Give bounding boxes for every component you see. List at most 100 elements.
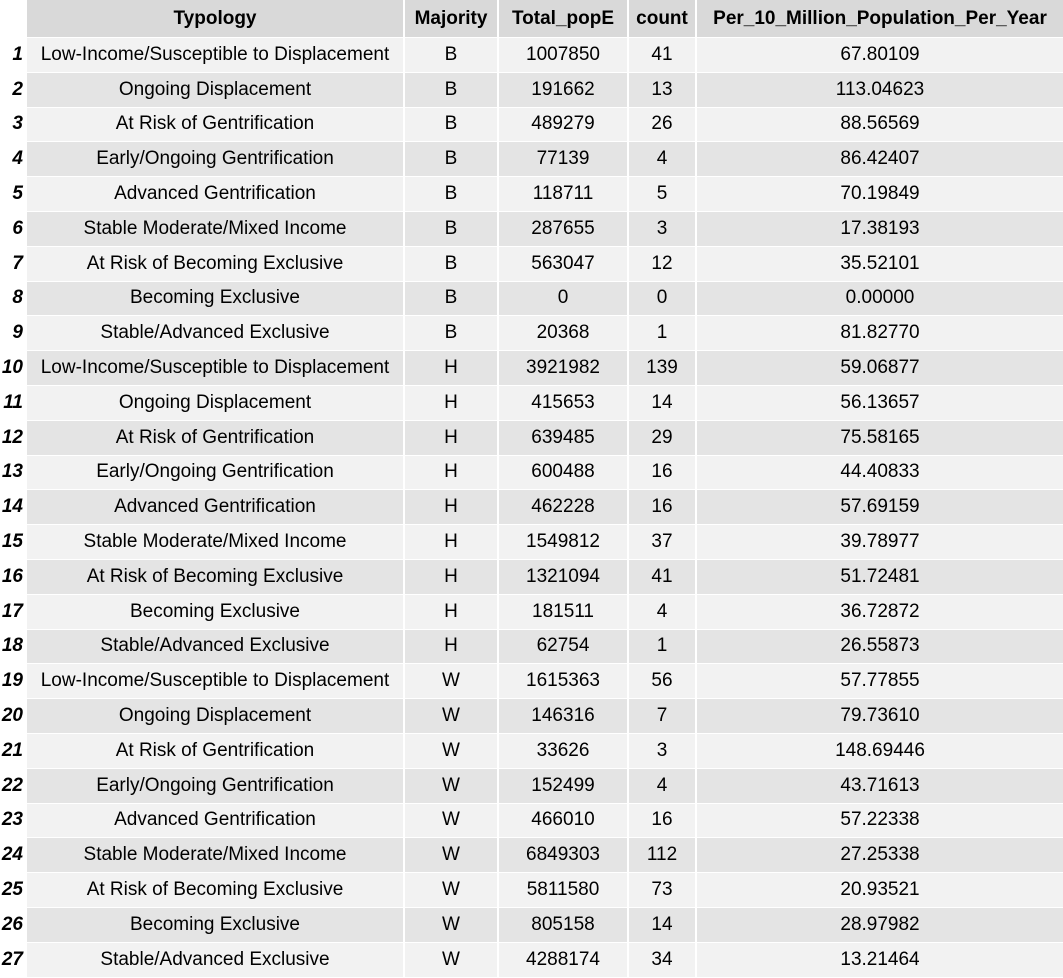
cell-typology: Becoming Exclusive: [27, 907, 405, 943]
cell-typology: Early/Ongoing Gentrification: [27, 142, 405, 178]
cell-per-10-million: 0.00000: [697, 281, 1063, 317]
cell-count: 29: [629, 420, 697, 456]
row-index: 10: [0, 351, 27, 386]
cell-typology: At Risk of Gentrification: [27, 420, 405, 456]
cell-typology: At Risk of Becoming Exclusive: [27, 559, 405, 595]
cell-total-pope: 118711: [499, 177, 629, 212]
cell-majority: B: [405, 316, 499, 352]
cell-per-10-million: 51.72481: [697, 559, 1063, 595]
table-row: 7 At Risk of Becoming Exclusive B 563047 12 3…: [0, 246, 1063, 282]
cell-majority: H: [405, 385, 499, 421]
row-index: 16: [0, 559, 27, 595]
cell-count: 1: [629, 316, 697, 352]
table-row: 25 At Risk of Becoming Exclusive W 5811580 7…: [0, 873, 1063, 908]
cell-total-pope: 287655: [499, 211, 629, 247]
cell-typology: Low-Income/Susceptible to Displacement: [27, 664, 405, 700]
table-header: Typology Majority Total_popE count Per_1…: [0, 0, 1063, 38]
cell-majority: H: [405, 351, 499, 386]
cell-typology: At Risk of Gentrification: [27, 733, 405, 769]
cell-majority: W: [405, 803, 499, 839]
cell-typology: Becoming Exclusive: [27, 594, 405, 630]
cell-typology: Early/Ongoing Gentrification: [27, 768, 405, 804]
cell-total-pope: 639485: [499, 420, 629, 456]
cell-majority: W: [405, 942, 499, 978]
cell-total-pope: 181511: [499, 594, 629, 630]
cell-count: 56: [629, 664, 697, 700]
cell-typology: Low-Income/Susceptible to Displacement: [27, 351, 405, 386]
table-row: 8 Becoming Exclusive B 0 0 0.00000: [0, 281, 1063, 317]
cell-total-pope: 3921982: [499, 351, 629, 386]
table-row: 5 Advanced Gentrification B 118711 5 70.19849: [0, 177, 1063, 212]
header-total-pope: Total_popE: [499, 0, 629, 38]
cell-count: 26: [629, 107, 697, 143]
cell-count: 34: [629, 942, 697, 978]
cell-majority: W: [405, 838, 499, 874]
cell-count: 16: [629, 455, 697, 491]
header-typology: Typology: [27, 0, 405, 38]
row-index: 7: [0, 246, 27, 282]
cell-typology: Advanced Gentrification: [27, 803, 405, 839]
table-row: 2 Ongoing Displacement B 191662 13 113.04623: [0, 72, 1063, 108]
cell-per-10-million: 88.56569: [697, 107, 1063, 143]
cell-per-10-million: 57.22338: [697, 803, 1063, 839]
cell-count: 3: [629, 733, 697, 769]
table-row: 6 Stable Moderate/Mixed Income B 287655 3 17.…: [0, 211, 1063, 247]
header-majority: Majority: [405, 0, 499, 38]
cell-majority: H: [405, 629, 499, 665]
table-row: 18 Stable/Advanced Exclusive H 62754 1 26.558…: [0, 629, 1063, 665]
cell-per-10-million: 75.58165: [697, 420, 1063, 456]
cell-per-10-million: 56.13657: [697, 385, 1063, 421]
cell-count: 12: [629, 246, 697, 282]
cell-count: 4: [629, 768, 697, 804]
row-index: 24: [0, 838, 27, 874]
cell-majority: B: [405, 142, 499, 178]
cell-typology: Ongoing Displacement: [27, 699, 405, 734]
cell-typology: Low-Income/Susceptible to Displacement: [27, 38, 405, 73]
cell-count: 14: [629, 385, 697, 421]
cell-per-10-million: 57.69159: [697, 490, 1063, 526]
cell-per-10-million: 79.73610: [697, 699, 1063, 734]
table-row: 10 Low-Income/Susceptible to Displacement…: [0, 351, 1063, 386]
table-row: 22 Early/Ongoing Gentrification W 152499 4 43…: [0, 768, 1063, 804]
row-index: 1: [0, 38, 27, 73]
header-per-10-million: Per_10_Million_Population_Per_Year: [697, 0, 1063, 38]
cell-typology: Early/Ongoing Gentrification: [27, 455, 405, 491]
cell-count: 139: [629, 351, 697, 386]
cell-majority: W: [405, 699, 499, 734]
cell-count: 41: [629, 559, 697, 595]
cell-count: 4: [629, 142, 697, 178]
table-row: 1 Low-Income/Susceptible to Displacement B…: [0, 38, 1063, 73]
cell-majority: W: [405, 664, 499, 700]
cell-per-10-million: 113.04623: [697, 72, 1063, 108]
cell-total-pope: 0: [499, 281, 629, 317]
table-row: 21 At Risk of Gentrification W 33626 3 148.69…: [0, 733, 1063, 769]
table-row: 4 Early/Ongoing Gentrification B 77139 4 86.4…: [0, 142, 1063, 178]
cell-per-10-million: 13.21464: [697, 942, 1063, 978]
cell-total-pope: 152499: [499, 768, 629, 804]
cell-total-pope: 563047: [499, 246, 629, 282]
header-index: [0, 0, 27, 38]
cell-per-10-million: 70.19849: [697, 177, 1063, 212]
row-index: 13: [0, 455, 27, 491]
cell-per-10-million: 81.82770: [697, 316, 1063, 352]
cell-majority: H: [405, 594, 499, 630]
cell-per-10-million: 27.25338: [697, 838, 1063, 874]
cell-total-pope: 33626: [499, 733, 629, 769]
row-index: 6: [0, 211, 27, 247]
cell-per-10-million: 28.97982: [697, 907, 1063, 943]
cell-majority: B: [405, 246, 499, 282]
cell-count: 5: [629, 177, 697, 212]
row-index: 22: [0, 768, 27, 804]
cell-majority: B: [405, 281, 499, 317]
row-index: 27: [0, 942, 27, 978]
cell-majority: H: [405, 559, 499, 595]
table-row: 12 At Risk of Gentrification H 639485 29 75.5…: [0, 420, 1063, 456]
cell-per-10-million: 67.80109: [697, 38, 1063, 73]
table-row: 26 Becoming Exclusive W 805158 14 28.97982: [0, 907, 1063, 943]
cell-count: 37: [629, 525, 697, 560]
cell-per-10-million: 20.93521: [697, 873, 1063, 908]
cell-count: 3: [629, 211, 697, 247]
cell-count: 0: [629, 281, 697, 317]
cell-typology: At Risk of Becoming Exclusive: [27, 873, 405, 908]
row-index: 20: [0, 699, 27, 734]
